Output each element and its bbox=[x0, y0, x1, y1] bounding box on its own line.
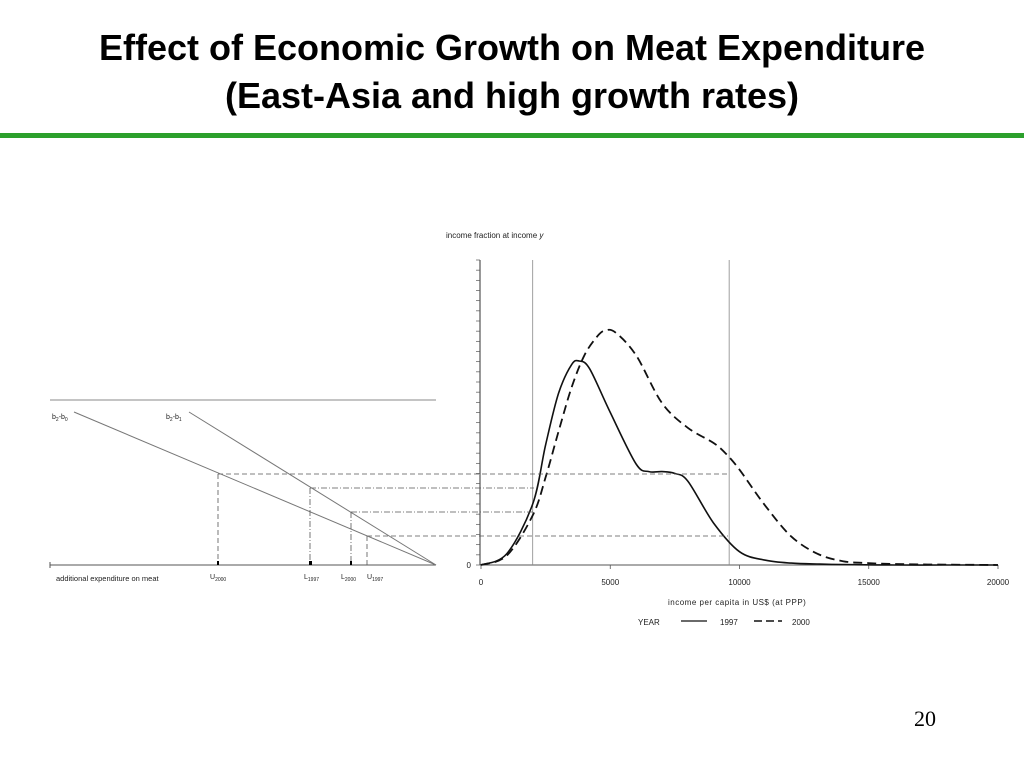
income-distribution-chart: income fraction at income y 0 0 5000 10000… bbox=[446, 231, 1010, 627]
left-x-axis-label: additional expenditure on meat bbox=[56, 574, 159, 583]
y-axis-label: income fraction at income y bbox=[446, 231, 544, 240]
legend-1997-label: 1997 bbox=[720, 618, 738, 627]
label-b2-b0: b2-b0 bbox=[52, 414, 68, 423]
x-tick-label: 20000 bbox=[987, 578, 1010, 587]
marker-l2000-label: L2000 bbox=[341, 574, 356, 583]
marker-u2000-tick bbox=[217, 561, 219, 565]
title-line-2: (East-Asia and high growth rates) bbox=[224, 75, 800, 116]
marker-u1997-label: U1997 bbox=[367, 574, 383, 583]
x-tick-label: 10000 bbox=[728, 578, 751, 587]
page-number: 20 bbox=[914, 706, 936, 731]
series-1997-line bbox=[480, 359, 998, 566]
y-zero-label: 0 bbox=[467, 561, 472, 570]
x-tick-label: 0 bbox=[479, 578, 484, 587]
legend-2000-label: 2000 bbox=[792, 618, 810, 627]
marker-l2000-tick bbox=[350, 561, 352, 565]
x-axis-ticks: 0 5000 10000 15000 20000 bbox=[479, 565, 1010, 587]
line-b2-b0 bbox=[73, 411, 437, 566]
x-tick-label: 15000 bbox=[858, 578, 881, 587]
marker-l1997-tick bbox=[309, 561, 312, 565]
slide-title: Effect of Economic Growth on Meat Expend… bbox=[0, 24, 1024, 120]
title-line-1: Effect of Economic Growth on Meat Expend… bbox=[98, 27, 926, 68]
series-2000-line bbox=[480, 328, 999, 566]
expenditure-chart: b2-b0 b2-b1 additional expenditure on me… bbox=[49, 399, 437, 583]
legend: YEAR 1997 2000 bbox=[638, 618, 810, 627]
marker-l1997-label: L1997 bbox=[304, 574, 319, 583]
connector-lines bbox=[218, 473, 728, 537]
x-axis-label: income per capita in US$ (at PPP) bbox=[668, 598, 806, 607]
marker-u2000-label: U2000 bbox=[210, 574, 226, 583]
line-b2-b1 bbox=[188, 411, 437, 566]
label-b2-b1: b2-b1 bbox=[166, 414, 182, 423]
legend-title: YEAR bbox=[638, 618, 660, 627]
y-axis-ticks bbox=[476, 259, 480, 566]
title-divider bbox=[0, 133, 1024, 138]
x-tick-label: 5000 bbox=[601, 578, 619, 587]
